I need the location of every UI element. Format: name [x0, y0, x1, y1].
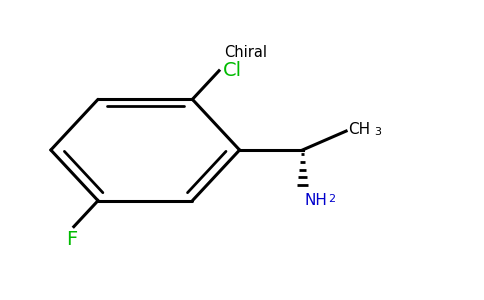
Text: NH: NH	[305, 193, 328, 208]
Text: CH: CH	[348, 122, 371, 137]
Text: Chiral: Chiral	[224, 45, 267, 60]
Text: 3: 3	[374, 127, 381, 137]
Text: 2: 2	[328, 194, 335, 204]
Text: F: F	[66, 230, 77, 249]
Text: Cl: Cl	[223, 61, 242, 80]
